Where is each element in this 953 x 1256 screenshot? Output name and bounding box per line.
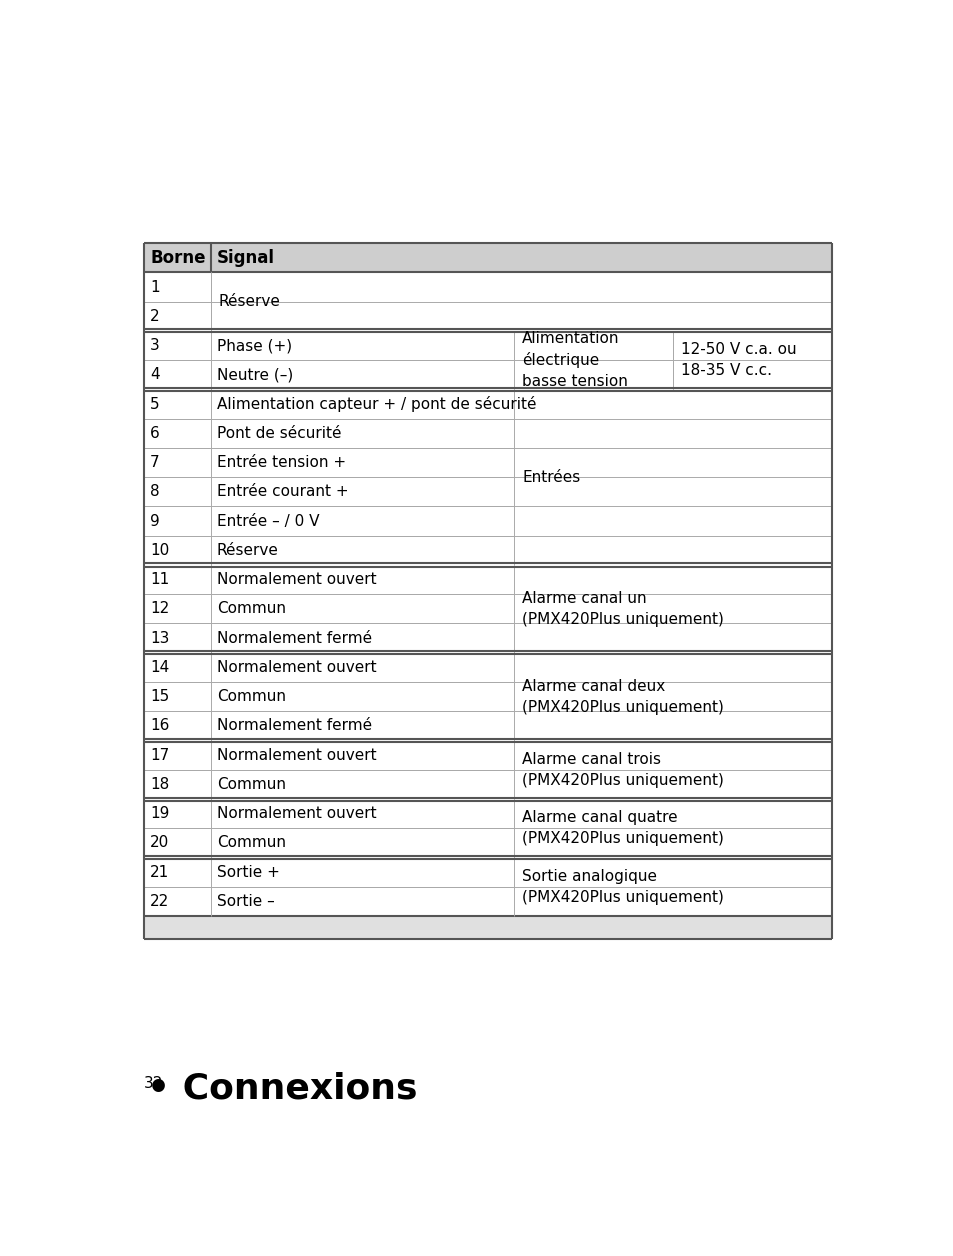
Bar xyxy=(144,418,831,448)
Text: Neutre (–): Neutre (–) xyxy=(216,367,293,382)
Bar xyxy=(144,916,831,939)
Text: 2: 2 xyxy=(150,309,160,324)
Text: 7: 7 xyxy=(150,455,160,470)
Text: Signal: Signal xyxy=(216,249,274,266)
Text: Borne: Borne xyxy=(150,249,206,266)
Text: 16: 16 xyxy=(150,718,170,734)
Text: 19: 19 xyxy=(150,806,170,821)
Text: 12: 12 xyxy=(150,602,170,617)
Text: 12-50 V c.a. ou
18-35 V c.c.: 12-50 V c.a. ou 18-35 V c.c. xyxy=(680,342,796,378)
Text: Réserve: Réserve xyxy=(218,294,280,309)
Bar xyxy=(144,273,831,301)
Text: Sortie analogique
(PMX420Plus uniquement): Sortie analogique (PMX420Plus uniquement… xyxy=(521,869,723,904)
Text: 4: 4 xyxy=(150,367,160,382)
Text: Réserve: Réserve xyxy=(216,543,278,558)
Text: Entrées: Entrées xyxy=(521,470,579,485)
Bar xyxy=(144,828,831,858)
Text: 1: 1 xyxy=(150,280,160,294)
Text: • Connexions: • Connexions xyxy=(147,1071,417,1105)
Text: 20: 20 xyxy=(150,835,170,850)
Text: 13: 13 xyxy=(150,631,170,646)
Text: 18: 18 xyxy=(150,777,170,793)
Text: Commun: Commun xyxy=(216,777,286,793)
Bar xyxy=(144,536,831,565)
Text: Sortie +: Sortie + xyxy=(216,864,279,879)
Text: Commun: Commun xyxy=(216,690,286,705)
Text: Alarme canal quatre
(PMX420Plus uniquement): Alarme canal quatre (PMX420Plus uniqueme… xyxy=(521,810,723,847)
Bar xyxy=(144,653,831,682)
Text: 21: 21 xyxy=(150,864,170,879)
Text: 3: 3 xyxy=(150,338,160,353)
Bar xyxy=(144,330,831,360)
Bar xyxy=(144,682,831,711)
Bar xyxy=(144,301,831,330)
Text: Normalement ouvert: Normalement ouvert xyxy=(216,806,376,821)
Text: 32: 32 xyxy=(144,1076,163,1091)
Text: Entrée – / 0 V: Entrée – / 0 V xyxy=(216,514,319,529)
Bar xyxy=(144,360,831,389)
Text: Alarme canal trois
(PMX420Plus uniquement): Alarme canal trois (PMX420Plus uniquemen… xyxy=(521,752,723,788)
Bar xyxy=(144,887,831,916)
Bar xyxy=(144,623,831,653)
Bar xyxy=(144,477,831,506)
Text: Alarme canal deux
(PMX420Plus uniquement): Alarme canal deux (PMX420Plus uniquement… xyxy=(521,678,723,715)
Bar xyxy=(144,741,831,770)
Text: Alarme canal un
(PMX420Plus uniquement): Alarme canal un (PMX420Plus uniquement) xyxy=(521,590,723,627)
Text: 15: 15 xyxy=(150,690,170,705)
Text: 8: 8 xyxy=(150,485,160,500)
Text: 17: 17 xyxy=(150,747,170,762)
Text: Normalement fermé: Normalement fermé xyxy=(216,631,372,646)
Text: Entrée courant +: Entrée courant + xyxy=(216,485,348,500)
Text: Entrée tension +: Entrée tension + xyxy=(216,455,346,470)
Text: 14: 14 xyxy=(150,659,170,674)
Bar xyxy=(144,711,831,741)
Text: 9: 9 xyxy=(150,514,160,529)
Bar xyxy=(144,858,831,887)
Text: Normalement ouvert: Normalement ouvert xyxy=(216,573,376,587)
Bar xyxy=(144,770,831,799)
Text: Commun: Commun xyxy=(216,602,286,617)
Text: Alimentation
électrique
basse tension: Alimentation électrique basse tension xyxy=(521,330,627,389)
Text: Normalement fermé: Normalement fermé xyxy=(216,718,372,734)
Text: 10: 10 xyxy=(150,543,170,558)
Text: 6: 6 xyxy=(150,426,160,441)
Text: 5: 5 xyxy=(150,397,160,412)
Text: Commun: Commun xyxy=(216,835,286,850)
Bar xyxy=(144,389,831,418)
Bar xyxy=(144,594,831,623)
Text: Normalement ouvert: Normalement ouvert xyxy=(216,659,376,674)
Bar xyxy=(144,565,831,594)
Text: Alimentation capteur + / pont de sécurité: Alimentation capteur + / pont de sécurit… xyxy=(216,396,536,412)
Text: Pont de sécurité: Pont de sécurité xyxy=(216,426,341,441)
Text: 11: 11 xyxy=(150,573,170,587)
Bar xyxy=(144,448,831,477)
Text: 22: 22 xyxy=(150,894,170,909)
Bar xyxy=(144,244,831,273)
Text: Sortie –: Sortie – xyxy=(216,894,274,909)
Bar xyxy=(144,506,831,536)
Text: Phase (+): Phase (+) xyxy=(216,338,292,353)
Text: Normalement ouvert: Normalement ouvert xyxy=(216,747,376,762)
Bar xyxy=(144,799,831,828)
